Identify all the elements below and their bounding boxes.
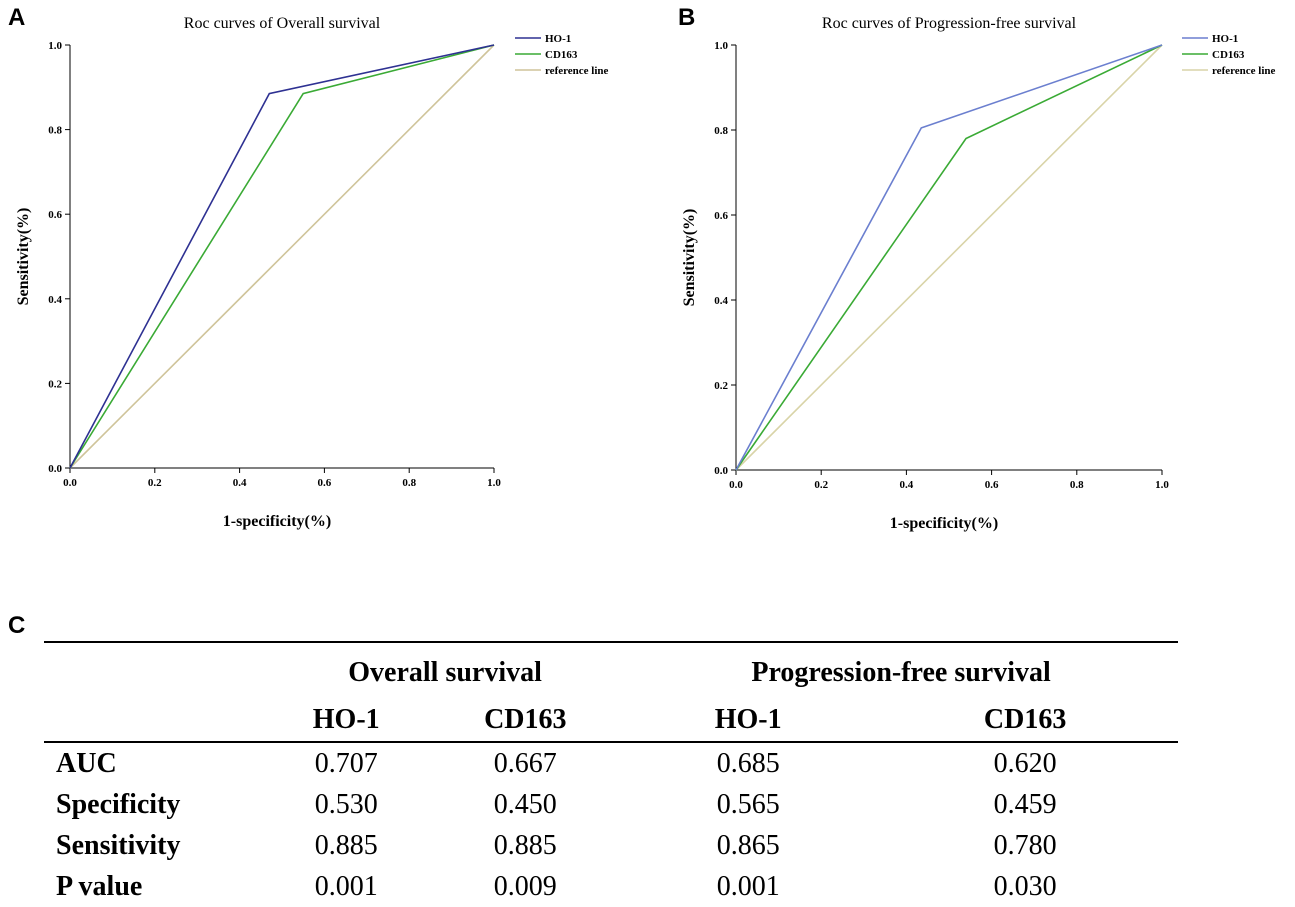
column-header: CD163	[426, 699, 625, 743]
row-label: P value	[56, 870, 143, 902]
group-header-progression-free-survival: Progression-free survival	[624, 641, 1178, 699]
x-tick-label: 0.8	[1070, 479, 1084, 491]
table-corner	[44, 641, 266, 699]
row-label: Sensitivity	[56, 829, 181, 861]
table-column-header-row: HO-1 CD163 HO-1 CD163	[44, 699, 1178, 743]
table-corner-2	[44, 699, 266, 743]
x-tick-label: 0.2	[148, 477, 162, 489]
table-cell: 0.620	[993, 747, 1057, 779]
table-row: AUC 0.707 0.667 0.685 0.620	[44, 742, 1178, 784]
x-axis-label: 1-specificity(%)	[223, 513, 331, 530]
column-header: CD163	[872, 699, 1178, 743]
x-tick-label: 0.0	[729, 479, 743, 491]
series-line-reference-line	[69, 44, 495, 469]
roc-chart-progression-free-survival: Roc curves of Progression-free survival 0…	[681, 15, 1276, 532]
table-cell: 0.450	[493, 788, 557, 820]
x-tick-label: 0.4	[233, 477, 247, 489]
y-tick-label: 1.0	[48, 40, 62, 52]
y-tick-label: 0.2	[714, 380, 728, 392]
x-tick-label: 0.0	[63, 477, 77, 489]
group-header-overall-survival: Overall survival	[266, 641, 625, 699]
x-tick-label: 1.0	[1155, 479, 1169, 491]
table-cell: 0.009	[493, 870, 557, 902]
chart-title: Roc curves of Overall survival	[184, 15, 381, 32]
y-axis-label: Sensitivity(%)	[15, 208, 32, 306]
table-cell: 0.865	[716, 829, 780, 861]
table-cell: 0.030	[993, 870, 1057, 902]
y-tick-label: 0.0	[48, 463, 62, 475]
y-tick-label: 0.4	[48, 294, 62, 306]
panel-c-letter: C	[8, 612, 26, 639]
y-tick-label: 0.8	[48, 125, 62, 137]
row-label: AUC	[56, 747, 117, 779]
y-tick-label: 0.0	[714, 465, 728, 477]
y-tick-label: 0.2	[48, 378, 62, 390]
legend-label: reference line	[1212, 65, 1276, 77]
x-tick-label: 0.6	[985, 479, 999, 491]
x-axis-label: 1-specificity(%)	[890, 515, 998, 532]
roc-statistics-table: Overall survival Progression-free surviv…	[44, 641, 1178, 907]
table-row: P value 0.001 0.009 0.001 0.030	[44, 866, 1178, 907]
table-cell: 0.707	[314, 747, 378, 779]
panel-a-letter: A	[8, 4, 26, 31]
legend-label: CD163	[545, 49, 578, 61]
x-tick-label: 0.6	[318, 477, 332, 489]
table-cell: 0.667	[493, 747, 557, 779]
table-group-header-row: Overall survival Progression-free surviv…	[44, 641, 1178, 699]
row-label: Specificity	[56, 788, 181, 820]
x-tick-label: 0.8	[402, 477, 416, 489]
table-cell: 0.565	[716, 788, 780, 820]
table-cell: 0.885	[314, 829, 378, 861]
table-cell: 0.685	[716, 747, 780, 779]
table-cell: 0.001	[716, 870, 780, 902]
table-cell: 0.530	[314, 788, 378, 820]
series-line-ho-1	[735, 44, 1163, 471]
column-header: HO-1	[266, 699, 427, 743]
y-tick-label: 1.0	[714, 40, 728, 52]
roc-chart-overall-survival: Roc curves of Overall survival 0.0 0.2 0.4 0…	[15, 15, 609, 530]
table-row: Specificity 0.530 0.450 0.565 0.459	[44, 784, 1178, 825]
x-tick-label: 0.2	[814, 479, 828, 491]
legend-label: HO-1	[545, 33, 571, 45]
legend-label: reference line	[545, 65, 609, 77]
x-tick-label: 0.4	[900, 479, 914, 491]
column-header: HO-1	[624, 699, 873, 743]
y-tick-label: 0.6	[714, 210, 728, 222]
table-cell: 0.885	[493, 829, 557, 861]
y-tick-label: 0.8	[714, 125, 728, 137]
table-cell: 0.459	[993, 788, 1057, 820]
legend-label: CD163	[1212, 49, 1245, 61]
series-line-ho-1	[69, 44, 495, 469]
table-row: Sensitivity 0.885 0.885 0.865 0.780	[44, 825, 1178, 866]
y-tick-label: 0.6	[48, 209, 62, 221]
y-tick-label: 0.4	[714, 295, 728, 307]
y-axis-label: Sensitivity(%)	[681, 209, 698, 307]
x-tick-label: 1.0	[487, 477, 501, 489]
legend-label: HO-1	[1212, 33, 1238, 45]
table-cell: 0.780	[993, 829, 1057, 861]
panel-b-letter: B	[678, 4, 696, 31]
chart-title: Roc curves of Progression-free survival	[822, 15, 1077, 32]
series-line-cd163	[69, 44, 495, 469]
table-cell: 0.001	[314, 870, 378, 902]
series-line-cd163	[735, 44, 1163, 471]
series-line-reference-line	[735, 44, 1163, 471]
